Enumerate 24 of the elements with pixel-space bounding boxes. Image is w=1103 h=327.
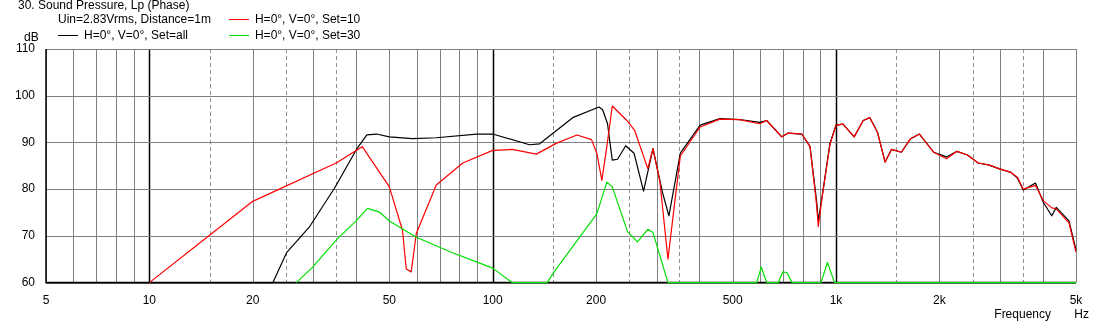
x-tick-label: 1k	[829, 293, 844, 308]
x-tick-label: 100	[482, 293, 504, 308]
x-tick-label: 200	[586, 293, 607, 308]
legend-label: H=0°, V=0°, Set=30	[254, 28, 361, 42]
x-axis-title: Frequency	[994, 307, 1051, 321]
chart-title: 30. Sound Pressure, Lp (Phase)	[18, 0, 190, 12]
x-tick-label: 50	[382, 293, 397, 308]
x-tick-label: 10	[142, 293, 157, 308]
text: Hz	[1074, 307, 1089, 321]
y-tick-label: 100	[14, 88, 36, 103]
x-tick-label: 5	[42, 293, 50, 308]
y-tick-label: 90	[21, 134, 36, 149]
y-tick-label: 80	[21, 181, 36, 196]
y-axis-title: dB	[24, 30, 39, 44]
x-tick-label: 2k	[933, 293, 947, 308]
y-tick-label: 70	[21, 228, 36, 243]
y-tick-label: 60	[21, 274, 36, 289]
x-tick-label: 500	[722, 293, 744, 308]
x-tick-label: 5k	[1069, 293, 1084, 308]
legend-label: H=0°, V=0°, Set=10	[254, 12, 361, 26]
legend-label: H=0°, V=0°, Set=all	[84, 28, 188, 42]
x-tick-label: 20	[246, 293, 260, 308]
y-tick-label: 110	[15, 41, 36, 56]
legend-title: Uin=2.83Vrms, Distance=1m	[58, 12, 211, 27]
